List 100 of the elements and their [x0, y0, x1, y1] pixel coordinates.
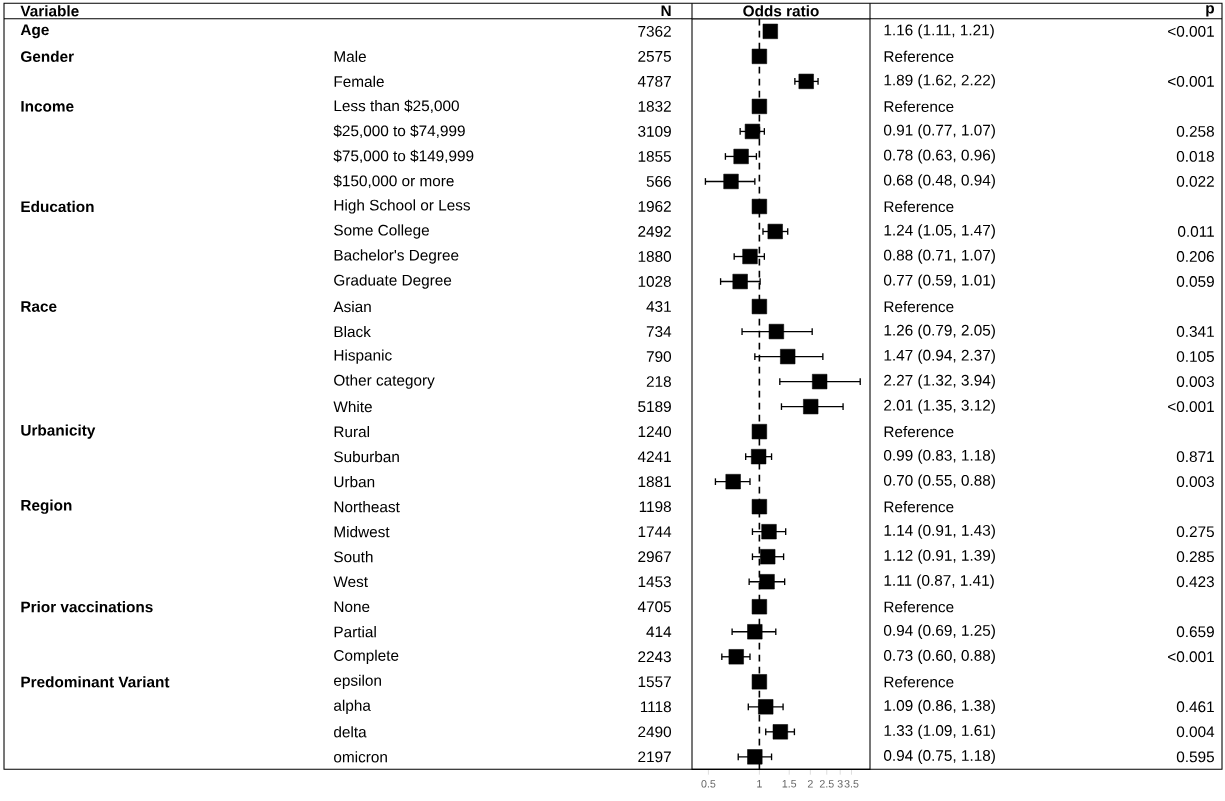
- category-label: Region: [21, 499, 72, 514]
- point: [751, 48, 767, 64]
- category-label: 0.285: [1176, 551, 1214, 562]
- category-label: 1198: [639, 501, 671, 512]
- category-label: Partial: [334, 625, 376, 638]
- point: [747, 749, 763, 765]
- category-label: 1832: [638, 100, 671, 112]
- category-label: Suburban: [334, 450, 399, 463]
- text: p: [1206, 4, 1214, 17]
- point: [758, 699, 774, 715]
- point: [751, 298, 767, 314]
- category-label: Urbanicity: [21, 424, 96, 439]
- category-label: 1880: [638, 250, 672, 262]
- category-label: 2243: [638, 651, 671, 663]
- category-label: $150,000 or more: [333, 174, 454, 188]
- category-label: 2.27 (1.32, 3.94): [884, 374, 995, 389]
- category-label: 431: [646, 300, 671, 312]
- category-label: 0.461: [1176, 701, 1214, 713]
- point: [742, 248, 758, 264]
- category-label: 0.77 (0.59, 1.01): [883, 274, 995, 289]
- category-label: Reference: [884, 676, 954, 688]
- category-label: 0.659: [1176, 626, 1214, 638]
- category-label: Prior vaccinations: [21, 600, 153, 613]
- category-label: Reference: [884, 500, 954, 513]
- category-label: Less than $25,000: [334, 99, 459, 113]
- point: [772, 724, 788, 740]
- category-label: 1240: [638, 426, 672, 437]
- category-label: Other category: [334, 374, 435, 389]
- category-label: 0.059: [1176, 275, 1214, 287]
- category-label: Northeast: [334, 500, 400, 513]
- category-label: 0.871: [1176, 451, 1214, 462]
- category-label: delta: [334, 726, 367, 738]
- category-label: Asian: [333, 300, 371, 312]
- category-label: 0.011: [1178, 225, 1214, 237]
- point: [751, 198, 767, 214]
- category-label: 1.33 (1.09, 1.61): [884, 724, 995, 739]
- category-label: 1.12 (0.91, 1.39): [884, 549, 995, 564]
- category-label: 2197: [638, 751, 671, 763]
- category-label: 0.595: [1176, 751, 1214, 763]
- category-label: High School or Less: [334, 199, 471, 214]
- category-label: 0.68 (0.48, 0.94): [883, 174, 995, 189]
- point: [751, 598, 767, 615]
- category-label: Education: [21, 200, 94, 212]
- category-label: Female: [334, 75, 384, 87]
- category-label: 1028: [638, 275, 671, 287]
- category-label: 1118: [640, 701, 671, 713]
- category-label: Reference: [884, 425, 954, 438]
- category-label: 566: [646, 175, 671, 187]
- x-tick-label: 3.5: [844, 779, 859, 788]
- category-label: Midwest: [334, 525, 390, 538]
- point: [768, 323, 784, 340]
- category-label: <0.001: [1168, 25, 1214, 37]
- category-label: White: [333, 400, 372, 413]
- category-label: $25,000 to $74,999: [333, 124, 465, 138]
- category-label: omicron: [334, 751, 387, 763]
- category-label: 1881: [638, 476, 671, 487]
- category-label: 0.341: [1176, 325, 1214, 337]
- category-label: 0.423: [1176, 576, 1214, 587]
- point: [760, 548, 776, 565]
- category-label: 0.88 (0.71, 1.07): [883, 249, 995, 264]
- category-label: Income: [21, 100, 74, 112]
- category-label: 3109: [638, 125, 671, 137]
- x-tick-label: 0.5: [701, 779, 716, 788]
- category-label: 0.258: [1176, 125, 1214, 137]
- category-label: 0.275: [1176, 526, 1214, 537]
- x-axis-title: Odds ratio: [743, 5, 819, 17]
- category-label: Some College: [334, 224, 429, 239]
- category-label: 1855: [638, 150, 671, 162]
- category-label: 0.99 (0.83, 1.18): [883, 449, 995, 464]
- category-label: 0.022: [1176, 175, 1214, 187]
- point: [747, 624, 763, 640]
- category-label: 4241: [637, 451, 671, 462]
- category-label: 5189: [638, 401, 671, 412]
- category-label: 1962: [638, 200, 671, 212]
- category-label: 4705: [637, 601, 671, 612]
- point: [780, 348, 796, 365]
- category-label: Race: [21, 301, 57, 312]
- category-label: None: [334, 601, 370, 612]
- category-label: Reference: [884, 100, 954, 112]
- category-label: $75,000 to $149,999: [333, 149, 474, 163]
- category-label: Male: [334, 50, 366, 62]
- category-label: Rural: [334, 425, 369, 438]
- category-label: South: [334, 550, 373, 563]
- category-label: Graduate Degree: [334, 274, 452, 289]
- category-label: 1.09 (0.86, 1.38): [884, 699, 995, 714]
- category-label: 1.89 (1.62, 2.22): [884, 74, 995, 89]
- point: [751, 98, 767, 114]
- category-label: 2575: [638, 50, 671, 62]
- category-label: Bachelor's Degree: [334, 249, 459, 264]
- category-label: Age: [20, 24, 49, 39]
- text: Variable: [20, 5, 79, 17]
- category-label: 2490: [638, 726, 672, 738]
- category-label: Hispanic: [334, 349, 392, 364]
- category-label: Reference: [884, 200, 954, 212]
- category-label: <0.001: [1168, 651, 1214, 663]
- category-label: 218: [646, 376, 671, 387]
- x-tick-label: 1.5: [782, 779, 797, 788]
- x-tick-label: 2: [807, 779, 813, 788]
- category-label: 0.003: [1176, 376, 1214, 387]
- category-label: 1.26 (0.79, 2.05): [884, 324, 995, 339]
